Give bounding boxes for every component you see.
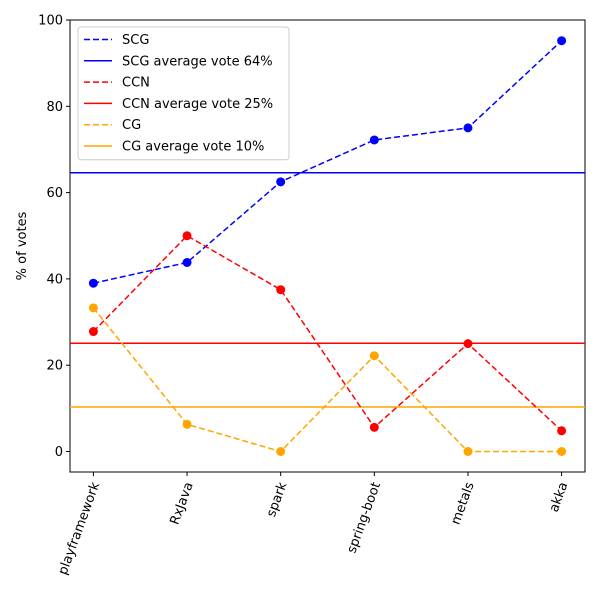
series-line: [92, 307, 562, 453]
y-axis-label: % of votes: [15, 211, 30, 280]
data-point: [182, 419, 192, 429]
data-point: [557, 36, 567, 46]
data-point: [276, 447, 286, 457]
data-point: [463, 339, 473, 349]
legend-label: CG average vote 10%: [122, 140, 264, 155]
series-line: [93, 40, 563, 284]
y-tick-label: 100: [38, 14, 63, 29]
data-point: [557, 447, 567, 457]
y-tick-label: 60: [46, 186, 63, 201]
legend-label: CG: [122, 118, 141, 133]
data-point: [463, 123, 473, 133]
y-tick-label: 80: [46, 100, 63, 115]
x-tick-label: playframework: [56, 480, 104, 577]
x-tick-label: spark: [264, 480, 291, 519]
x-tick-label: RxJava: [168, 480, 197, 527]
data-point: [463, 447, 473, 457]
y-tick-label: 20: [46, 359, 63, 374]
legend-box: [77, 26, 290, 161]
legend-label: SCG average vote 64%: [122, 54, 273, 69]
x-tick-label: spring-boot: [345, 480, 385, 555]
data-point: [88, 327, 98, 337]
data-point: [369, 135, 379, 145]
legend-label: CCN average vote 25%: [122, 97, 273, 112]
series-line: [92, 234, 563, 432]
data-point: [369, 351, 379, 361]
legend-label: SCG: [122, 33, 149, 48]
legend: SCG SCG average vote 64% CCN CCN average vo…: [77, 26, 290, 161]
axes-frame: [69, 19, 586, 473]
data-point: [88, 303, 98, 313]
y-tick-label: 40: [46, 272, 63, 287]
data-point: [182, 258, 192, 268]
data-point: [276, 177, 286, 187]
y-tick-label: 0: [55, 445, 63, 460]
data-point: [276, 285, 286, 295]
x-tick-label: akka: [547, 480, 572, 514]
legend-label: CCN: [122, 76, 150, 91]
x-tick-label: metals: [449, 480, 478, 527]
data-point: [557, 426, 567, 436]
data-point: [88, 278, 98, 288]
data-point: [369, 422, 379, 432]
data-point: [182, 231, 192, 241]
